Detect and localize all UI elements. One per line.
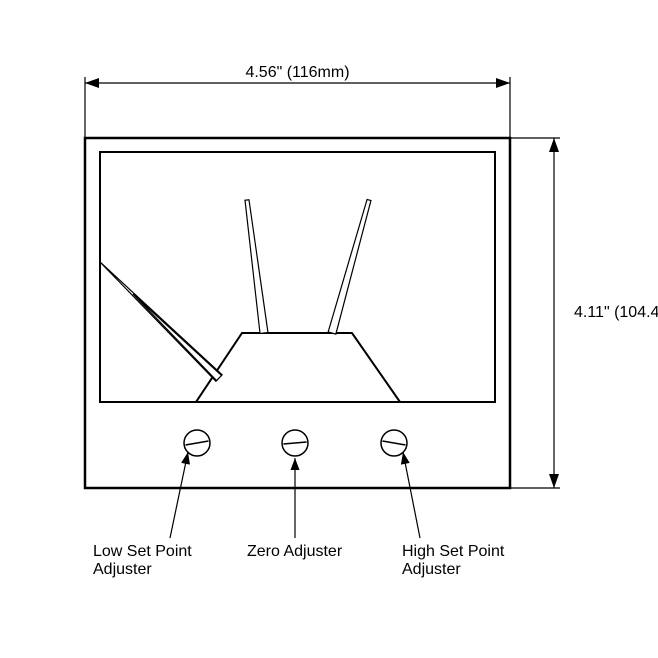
setpoint-needle-right <box>328 199 371 334</box>
low-adjuster-leader <box>170 452 188 538</box>
low-adjuster-label-line2: Adjuster <box>93 561 152 578</box>
inner-panel <box>100 152 495 402</box>
low-adjuster-knob-slot <box>185 441 208 445</box>
meter-body-trapezoid <box>196 333 400 402</box>
high-adjuster-label-line1: High Set Point <box>402 543 505 560</box>
zero-adjuster-knob-slot <box>283 442 306 444</box>
dim-height-label: 4.11" (104.4mm) <box>574 304 658 321</box>
setpoint-needle-left <box>245 200 268 334</box>
low-adjuster-label-line1: Low Set Point <box>93 543 192 560</box>
zero-adjuster-label-line1: Zero Adjuster <box>247 543 343 560</box>
high-adjuster-leader <box>403 452 420 538</box>
high-adjuster-knob-slot <box>382 441 405 445</box>
dim-width-label: 4.56" (116mm) <box>245 64 349 81</box>
high-adjuster-label-line2: Adjuster <box>402 561 461 578</box>
meter-diagram: 4.56" (116mm) 4.11" (104.4mm) Low Set Poin… <box>0 0 658 658</box>
main-pointer-stub <box>133 294 221 381</box>
panel-content <box>100 199 400 402</box>
